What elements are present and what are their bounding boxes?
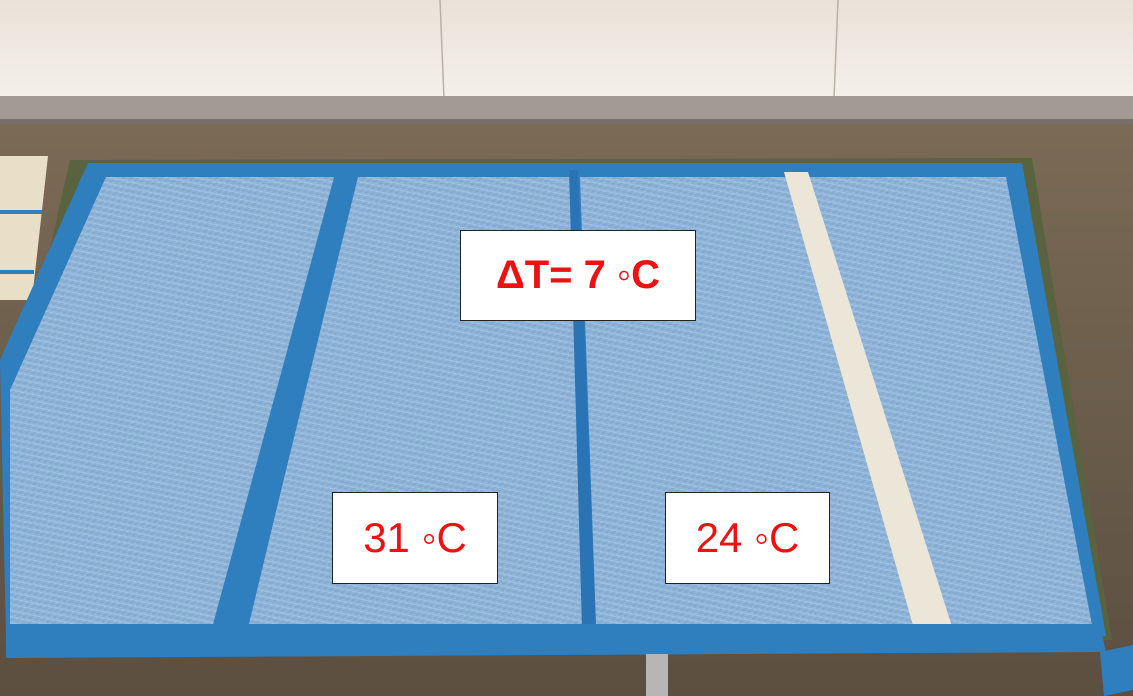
divider-tape [212,170,358,628]
wall-seam [439,0,445,99]
baseboard [0,96,1133,122]
floor-tile [0,156,48,300]
left-panel-temperature-label: 31 ◦C [332,492,498,584]
delta-temperature-text: ΔT= 7 ◦C [495,253,661,297]
panel-1 [10,177,336,625]
tape-bottom [6,624,1106,658]
floor-corner-tape [1100,645,1133,696]
wall [0,0,1133,100]
floor-marker [646,654,668,696]
right-temperature-text: 24 ◦C [695,514,800,561]
right-panel-temperature-label: 24 ◦C [665,492,830,584]
baseboard-shadow [0,119,1133,125]
white-tape-strip [784,172,955,636]
left-temperature-text: 31 ◦C [363,514,467,561]
delta-temperature-label: ΔT= 7 ◦C [460,230,696,321]
wall-seam [833,0,839,99]
